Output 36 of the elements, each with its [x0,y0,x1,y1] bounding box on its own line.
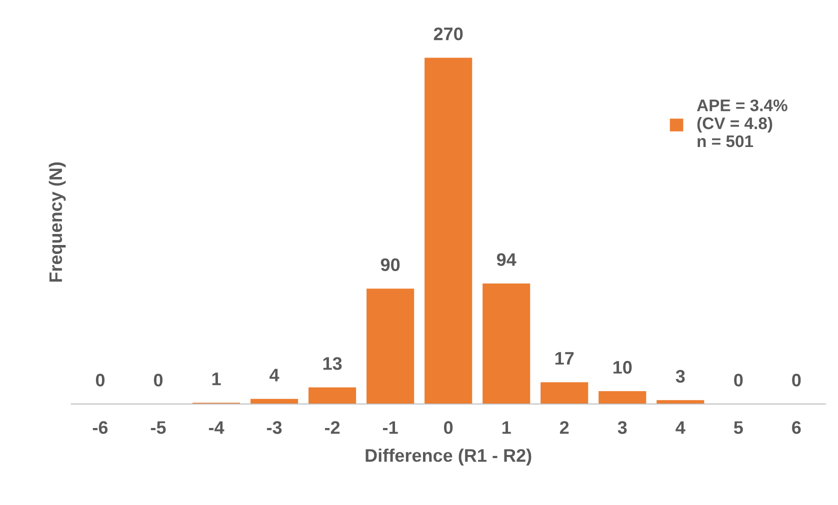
bar [308,387,356,404]
bar [540,382,588,404]
data-label: 10 [613,360,632,374]
x-tick-label: -6 [92,421,108,434]
x-tick-label: 5 [734,421,743,434]
data-label: 17 [555,352,574,365]
x-tick-label: 0 [444,421,453,434]
bar [482,283,530,404]
x-tick-label: -3 [266,421,282,434]
legend-label: APE = 3.4% (CV = 4.8) n = 501 [696,99,788,148]
bar [598,391,646,404]
x-tick-label: -2 [324,421,340,434]
x-tick-label: -1 [382,421,398,434]
x-tick-label: 3 [618,421,627,434]
data-label: 270 [434,27,463,40]
data-label: 13 [323,357,342,370]
data-label: 4 [270,368,280,382]
data-label: 90 [380,258,400,272]
bar [656,400,704,404]
x-tick-label: 6 [792,421,801,434]
data-label: 0 [96,374,105,387]
x-tick-label: 2 [560,421,569,434]
x-tick-label: -5 [150,421,166,434]
data-label: 3 [676,370,685,383]
bar [424,58,472,404]
data-label: 1 [212,372,221,386]
data-label: 0 [734,374,743,387]
x-tick-label: 1 [502,421,511,434]
data-label: 0 [154,374,163,387]
x-axis-title: Difference (R1 - R2) [366,448,532,466]
x-tick-label: -4 [208,421,224,434]
data-label: 94 [496,253,516,266]
data-label: 0 [792,374,801,387]
bar [366,288,414,404]
y-axis-title: Frequency (N) [48,162,66,282]
x-tick-label: 4 [676,421,686,434]
